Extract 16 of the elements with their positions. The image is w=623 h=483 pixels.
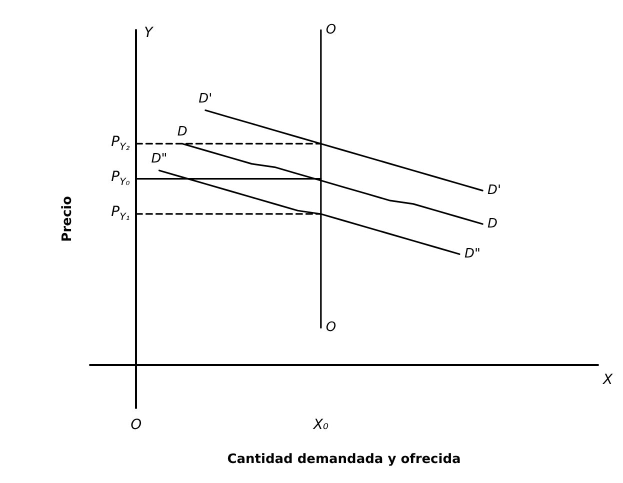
- annotation: P$_{Y₁}$: [111, 204, 130, 223]
- series-label: D": [464, 246, 480, 262]
- x-axis-title: Cantidad demandada y ofrecida: [227, 452, 461, 467]
- y-axis-title: Precio: [60, 196, 76, 242]
- series-label: D: [488, 216, 498, 232]
- text: D': [198, 91, 212, 106]
- annotation: Y: [144, 25, 153, 41]
- series-label: D': [488, 183, 502, 198]
- x-tick-label: X₀: [312, 417, 329, 433]
- series-label: O: [326, 22, 336, 38]
- category-label: O: [326, 320, 336, 336]
- text: D": [151, 151, 168, 166]
- annotation: P$_{Y₀}$: [111, 168, 130, 188]
- text: X: [603, 372, 613, 388]
- annotation: P$_{Y₂}$: [111, 134, 130, 153]
- text: D: [177, 124, 188, 140]
